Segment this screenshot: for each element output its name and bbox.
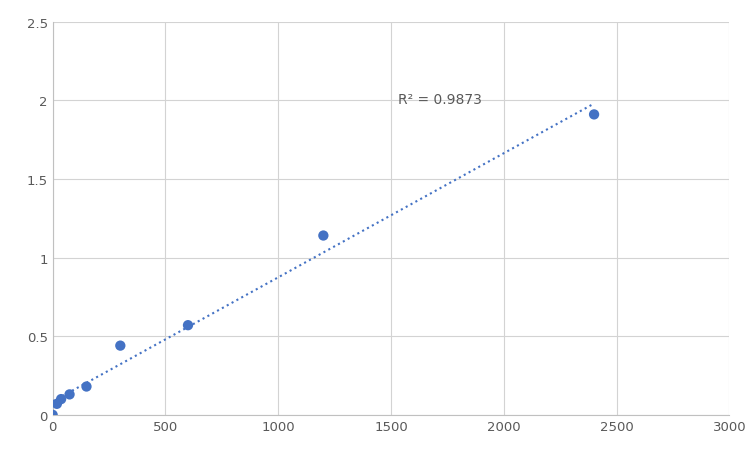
Point bbox=[114, 342, 126, 350]
Point bbox=[55, 396, 67, 403]
Point bbox=[47, 411, 59, 419]
Point bbox=[51, 400, 63, 408]
Point bbox=[63, 391, 75, 398]
Point bbox=[588, 111, 600, 119]
Point bbox=[317, 232, 329, 239]
Text: R² = 0.9873: R² = 0.9873 bbox=[398, 92, 482, 106]
Point bbox=[182, 322, 194, 329]
Point bbox=[80, 383, 92, 390]
